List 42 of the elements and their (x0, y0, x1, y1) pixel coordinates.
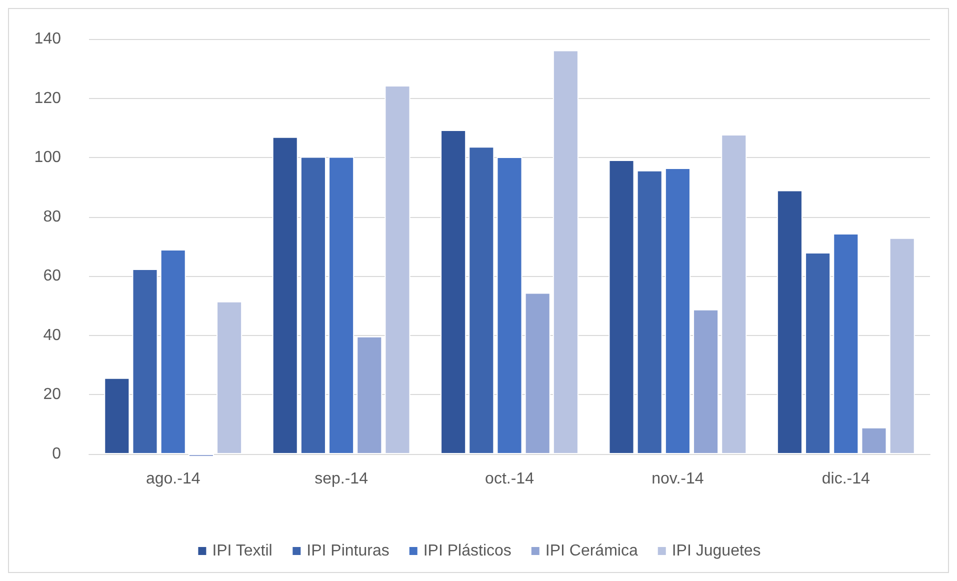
bar (468, 146, 494, 454)
legend-label: IPI Cerámica (545, 542, 638, 560)
bar (833, 233, 859, 454)
y-tick-label: 40 (43, 326, 62, 344)
bar (384, 86, 410, 454)
bar (356, 336, 382, 454)
x-tick-label: oct.-14 (485, 470, 534, 488)
bar (440, 130, 466, 454)
bar (861, 427, 887, 454)
bar (721, 134, 747, 454)
x-tick-label: nov.-14 (652, 470, 704, 488)
bar (328, 156, 354, 454)
legend-label: IPI Textil (212, 542, 272, 560)
y-tick-label: 60 (43, 268, 62, 285)
bar (608, 160, 634, 454)
bar (496, 156, 522, 454)
y-tick-label: 100 (34, 149, 62, 166)
bar (104, 378, 130, 454)
bar (216, 301, 242, 454)
x-tick-label: dic.-14 (822, 470, 870, 488)
bar (889, 238, 915, 454)
bar (552, 50, 578, 454)
bar (160, 249, 186, 454)
y-tick-label: 0 (52, 446, 62, 463)
bar (776, 190, 802, 454)
bar (693, 309, 719, 454)
bar (805, 252, 831, 454)
legend-label: IPI Pinturas (306, 542, 390, 560)
y-tick-label: 140 (34, 30, 62, 48)
y-tick-label: 80 (43, 208, 62, 226)
legend-label: IPI Plásticos (423, 542, 512, 560)
y-tick-label: 120 (34, 90, 62, 107)
bar (272, 136, 298, 454)
legend-label: IPI Juguetes (672, 542, 761, 560)
bar (300, 156, 326, 454)
y-tick-label: 20 (43, 386, 62, 404)
bar (664, 168, 690, 454)
x-tick-label: ago.-14 (146, 470, 200, 488)
bar (524, 292, 550, 454)
bar (636, 170, 662, 454)
bar (132, 269, 158, 454)
x-tick-label: sep.-14 (314, 470, 368, 488)
